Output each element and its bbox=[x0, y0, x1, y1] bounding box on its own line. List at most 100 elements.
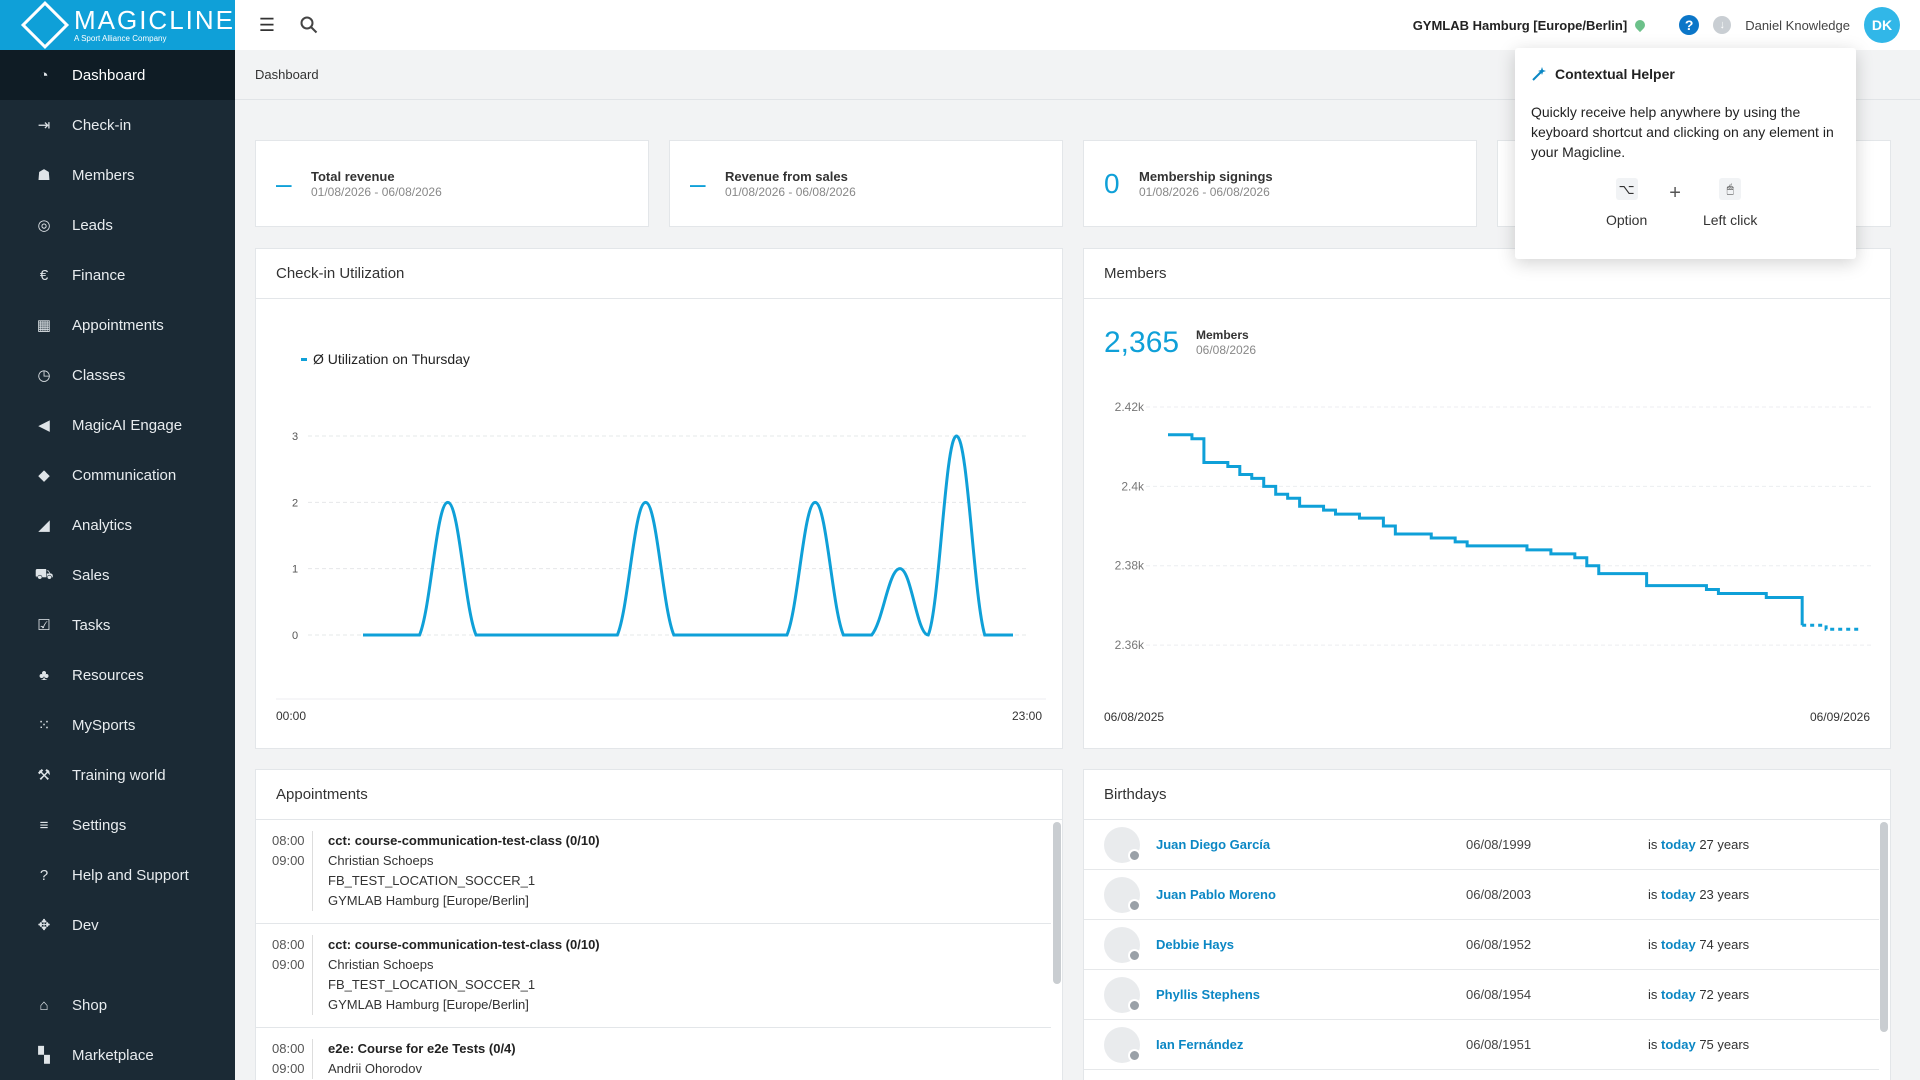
appointment-item[interactable]: 08:00 09:00 cct: course-communication-test… bbox=[256, 924, 1051, 1028]
help-support-icon: ? bbox=[39, 866, 49, 884]
members-card: Members 2,365 Members 06/08/2026 2.36k 2.… bbox=[1083, 248, 1891, 749]
birthday-today: today bbox=[1661, 887, 1696, 902]
plus-sign: + bbox=[1669, 182, 1681, 204]
sidebar-item-dev[interactable]: ✥ Dev bbox=[0, 900, 235, 950]
helper-text: Quickly receive help anywhere by using t… bbox=[1531, 104, 1834, 160]
birthday-row: Phyllis Stephens 06/08/1954 is today 72 ye… bbox=[1084, 970, 1879, 1020]
mysports-icon: ⁙ bbox=[37, 717, 51, 734]
birthday-age: 75 years bbox=[1699, 1037, 1750, 1052]
sidebar-item-members[interactable]: ☗ Members bbox=[0, 150, 235, 200]
sidebar-item-shop[interactable]: ⌂ Shop bbox=[0, 980, 235, 1030]
checkin-chart: 0 1 2 3 bbox=[276, 431, 1046, 700]
sidebar-item-help-and-support[interactable]: ? Help and Support bbox=[0, 850, 235, 900]
card-title: Birthdays bbox=[1084, 770, 1890, 820]
help-icon[interactable]: ? bbox=[1679, 15, 1700, 35]
checkin-utilization-card: Check-in Utilization Ø Utilization on Th… bbox=[255, 248, 1063, 749]
sidebar-item-sales[interactable]: ⛟ Sales bbox=[0, 550, 235, 600]
sidebar-item-magicai-engage[interactable]: ◀ MagicAI Engage bbox=[0, 400, 235, 450]
sidebar-item-training-world[interactable]: ⚒ Training world bbox=[0, 750, 235, 800]
sidebar-item-settings[interactable]: ≡ Settings bbox=[0, 800, 235, 850]
sidebar-item-label: Communication bbox=[72, 466, 177, 484]
member-name-link[interactable]: Juan Pablo Moreno bbox=[1156, 887, 1276, 902]
sidebar-item-communication[interactable]: ◆ Communication bbox=[0, 450, 235, 500]
sidebar-item-appointments[interactable]: ▦ Appointments bbox=[0, 300, 235, 350]
download-icon[interactable]: ↓ bbox=[1713, 16, 1732, 34]
breadcrumb-item[interactable]: Dashboard bbox=[255, 67, 319, 82]
sidebar-item-label: Settings bbox=[72, 816, 127, 834]
sidebar-item-marketplace[interactable]: ▚ Marketplace bbox=[0, 1030, 235, 1080]
appointment-end: 09:00 bbox=[272, 1061, 305, 1076]
sidebar-item-label: Leads bbox=[72, 216, 113, 234]
sidebar-item-label: Check-in bbox=[72, 116, 132, 134]
sidebar-item-label: Members bbox=[72, 166, 135, 184]
sidebar-item-label: MagicAI Engage bbox=[72, 416, 183, 434]
birth-date: 06/08/2003 bbox=[1466, 887, 1532, 902]
sidebar-item-label: Sales bbox=[72, 566, 110, 584]
birthday-prefix: is bbox=[1648, 987, 1658, 1002]
avatar bbox=[1104, 926, 1141, 963]
sidebar-item-tasks[interactable]: ☑ Tasks bbox=[0, 600, 235, 650]
sidebar-item-finance[interactable]: € Finance bbox=[0, 250, 235, 300]
member-name-link[interactable]: Debbie Hays bbox=[1156, 937, 1235, 952]
sidebar-item-resources[interactable]: ♣ Resources bbox=[0, 650, 235, 700]
birthdays-scrollbar[interactable] bbox=[1880, 822, 1888, 1032]
kpi-membership-signings[interactable]: 0 Membership signings 01/08/2026 - 06/08/… bbox=[1083, 140, 1477, 227]
user-name[interactable]: Daniel Knowledge bbox=[1745, 17, 1850, 33]
appointments-card: Appointments 08:00 09:00 cct: course-commu… bbox=[255, 769, 1063, 1080]
appointment-item[interactable]: 08:00 09:00 cct: course-communication-test… bbox=[256, 820, 1051, 924]
appointment-location: GYMLAB Hamburg [Europe/Berlin] bbox=[328, 997, 529, 1012]
appointment-start: 08:00 bbox=[272, 1041, 305, 1056]
logo[interactable]: MAGICLINE A Sport Alliance Company bbox=[0, 0, 235, 50]
birth-date: 06/08/1951 bbox=[1466, 1037, 1532, 1052]
utilization-line bbox=[363, 434, 1013, 637]
members-icon: ☗ bbox=[37, 167, 51, 184]
menu-icon[interactable]: ☰ bbox=[258, 14, 276, 35]
avatar bbox=[1104, 826, 1141, 863]
sidebar-item-check-in[interactable]: ⇥ Check-in bbox=[0, 100, 235, 150]
birthday-row: Debbie Hays 06/08/1952 is today 74 years bbox=[1084, 920, 1879, 970]
location-pin-icon bbox=[1633, 17, 1648, 33]
appointments-scrollbar[interactable] bbox=[1053, 822, 1061, 984]
sidebar-item-leads[interactable]: ◎ Leads bbox=[0, 200, 235, 250]
sidebar-item-label: Dev bbox=[72, 916, 99, 934]
studio-selector[interactable]: GYMLAB Hamburg [Europe/Berlin] bbox=[1413, 17, 1648, 33]
kpi-title: Revenue from sales bbox=[725, 168, 848, 184]
birthday-row: Ian Fernández 06/08/1951 is today 75 years bbox=[1084, 1020, 1879, 1070]
appointment-item[interactable]: 08:00 09:00 e2e: Course for e2e Tests (0/4… bbox=[256, 1028, 1051, 1080]
legend-label: Ø Utilization on Thursday bbox=[313, 351, 470, 367]
kpi-value: – bbox=[690, 167, 706, 199]
kpi-revenue-from-sales[interactable]: – Revenue from sales 01/08/2026 - 06/08/2… bbox=[669, 140, 1063, 227]
member-name-link[interactable]: Ian Fernández bbox=[1156, 1037, 1244, 1052]
sidebar-item-classes[interactable]: ◷ Classes bbox=[0, 350, 235, 400]
dumbbell-icon: ⚒ bbox=[37, 767, 51, 784]
avatar[interactable]: DK bbox=[1864, 7, 1900, 43]
sidebar-item-label: Classes bbox=[72, 366, 126, 384]
sidebar-item-analytics[interactable]: ◢ Analytics bbox=[0, 500, 235, 550]
sidebar-item-mysports[interactable]: ⁙ MySports bbox=[0, 700, 235, 750]
brand-tagline: A Sport Alliance Company bbox=[73, 34, 167, 43]
search-icon[interactable] bbox=[297, 13, 321, 37]
key-option: ⌥ Option bbox=[1606, 178, 1647, 228]
member-name-link[interactable]: Juan Diego García bbox=[1156, 837, 1271, 852]
marketplace-icon: ▚ bbox=[38, 1047, 50, 1064]
kpi-title: Membership signings bbox=[1139, 168, 1273, 184]
kpi-total-revenue[interactable]: – Total revenue 01/08/2026 - 06/08/2026 bbox=[255, 140, 649, 227]
appointment-title: e2e: Course for e2e Tests (0/4) bbox=[328, 1041, 516, 1056]
wand-icon bbox=[1532, 67, 1546, 81]
avatar bbox=[1104, 976, 1141, 1013]
appointment-person: Christian Schoeps bbox=[328, 957, 434, 972]
y-tick-label: 2.4k bbox=[1121, 479, 1145, 493]
helper-title: Contextual Helper bbox=[1555, 66, 1675, 82]
sidebar-nav-bottom: ⌂ Shop ▚ Marketplace bbox=[0, 980, 235, 1080]
logo-mark-icon bbox=[20, 0, 70, 50]
members-count: 2,365 bbox=[1104, 326, 1180, 359]
dev-icon: ✥ bbox=[37, 917, 51, 934]
birthday-info: is today 23 years bbox=[1648, 887, 1749, 902]
chart-legend[interactable]: Ø Utilization on Thursday bbox=[301, 351, 470, 367]
member-name-link[interactable]: Phyllis Stephens bbox=[1156, 987, 1261, 1002]
appointment-start: 08:00 bbox=[272, 833, 305, 848]
sidebar-item-label: Finance bbox=[72, 266, 126, 284]
sidebar-item-label: Training world bbox=[72, 766, 166, 784]
analytics-icon: ◢ bbox=[38, 517, 50, 534]
sidebar-item-dashboard[interactable]: ◔ Dashboard bbox=[0, 50, 235, 100]
